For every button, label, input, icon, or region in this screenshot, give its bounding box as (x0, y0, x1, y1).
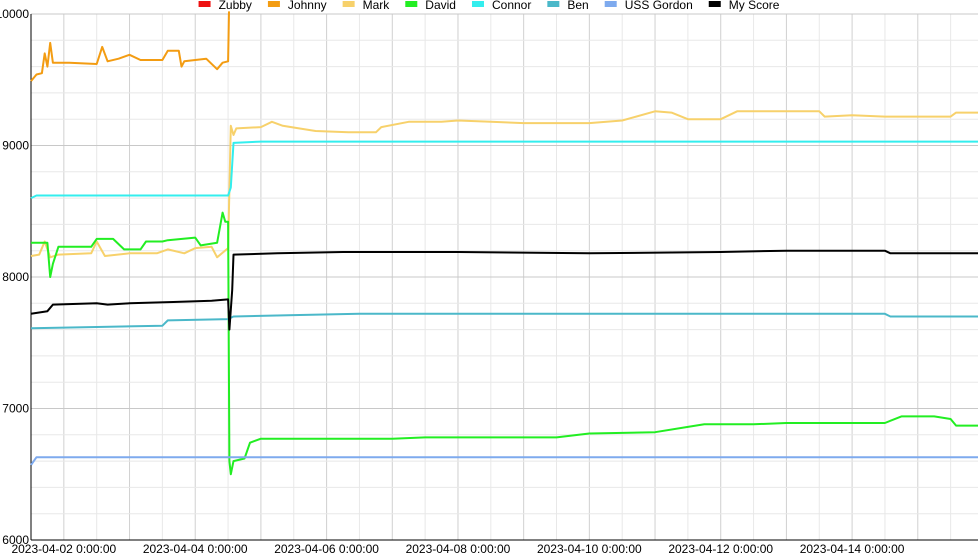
legend-swatch (547, 1, 560, 7)
legend-label: Zubby (219, 0, 252, 12)
legend-item-connor[interactable]: Connor (471, 0, 531, 12)
legend: Zubby Johnny Mark David Connor Ben USS Gordon M… (198, 0, 780, 12)
legend-label: Mark (363, 0, 391, 12)
x-tick-label: 2023-04-14 0:00:00 (800, 542, 905, 553)
x-tick-label: 2023-04-12 0:00:00 (668, 542, 773, 553)
legend-swatch (708, 1, 721, 7)
legend-swatch (604, 1, 617, 7)
x-tick-label: 2023-04-10 0:00:00 (537, 542, 642, 553)
series-line-johnny (30, 11, 230, 82)
legend-label: David (425, 0, 456, 12)
legend-item-ben[interactable]: Ben (547, 0, 589, 12)
grid (30, 13, 978, 541)
series-line-my-score (30, 249, 978, 331)
series-line-uss-gordon (30, 456, 978, 466)
legend-item-johnny[interactable]: Johnny (267, 0, 327, 12)
x-tick-label: 2023-04-02 0:00:00 (11, 542, 116, 553)
series-line-david (31, 211, 978, 476)
series-line-mark (30, 110, 978, 259)
x-tick-label: 2023-04-04 0:00:00 (143, 542, 248, 553)
legend-label: Ben (567, 0, 588, 12)
legend-label: Johnny (288, 0, 327, 12)
legend-item-mark[interactable]: Mark (342, 0, 391, 12)
y-tick-label: 9000 (2, 139, 29, 153)
legend-label: My Score (729, 0, 780, 12)
legend-label: Connor (492, 0, 531, 12)
axes: 6000 7000 8000 9000 10000 2023-04-02 0:00:00 2… (0, 7, 978, 553)
legend-item-my-score[interactable]: My Score (708, 0, 780, 12)
legend-item-david[interactable]: David (405, 0, 456, 12)
legend-swatch (342, 1, 355, 7)
y-tick-label: 8000 (2, 270, 29, 284)
legend-swatch (471, 1, 484, 7)
x-tick-label: 2023-04-08 0:00:00 (406, 542, 511, 553)
series-line-connor (30, 140, 978, 200)
series-group (30, 11, 978, 476)
x-tick-label: 2023-04-06 0:00:00 (274, 542, 379, 553)
y-tick-label: 6000 (2, 533, 29, 547)
legend-label: USS Gordon (625, 0, 693, 12)
legend-swatch (405, 1, 418, 7)
legend-swatch (267, 1, 280, 7)
legend-swatch (198, 1, 211, 7)
legend-item-zubby[interactable]: Zubby (198, 0, 252, 12)
y-tick-label: 10000 (0, 7, 29, 21)
legend-item-uss-gordon[interactable]: USS Gordon (604, 0, 693, 12)
y-tick-label: 7000 (2, 402, 29, 416)
series-line-ben (30, 312, 978, 330)
